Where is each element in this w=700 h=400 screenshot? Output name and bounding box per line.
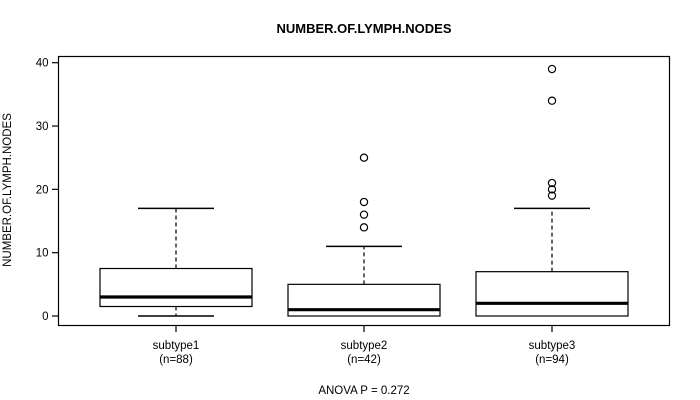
x-tick-sublabel: (n=42) [347,354,381,366]
x-tick-sublabel: (n=94) [535,354,569,366]
x-tick-sublabel: (n=88) [159,354,193,366]
x-tick-label: subtype3 [529,340,576,352]
y-tick-label: 10 [36,248,49,260]
y-axis-label: NUMBER.OF.LYMPH.NODES [2,113,14,267]
outlier-point [359,223,369,232]
iqr-box-subtype3 [475,271,629,317]
outlier-point [547,178,557,188]
outlier-point [547,64,557,74]
outlier-point [359,197,369,207]
chart-title: NUMBER.OF.LYMPH.NODES [276,21,451,36]
plot-elements: 0 10 20 30 40 subtype1 (n=88) subtype2 (n=42) sub… [36,55,671,366]
x-tick-label: subtype2 [341,340,388,352]
anova-annotation: ANOVA P = 0.272 [318,385,409,397]
y-tick-label: 20 [36,184,49,196]
iqr-box-subtype1 [99,267,253,308]
outlier-point [547,185,557,194]
y-tick-label: 40 [36,58,49,70]
outlier-point [547,191,557,200]
x-tick-label: subtype1 [153,340,200,352]
y-tick-label: 30 [36,121,49,133]
y-tick-label: 0 [42,311,48,323]
outlier-point [359,153,369,162]
outlier-point [359,210,369,219]
outlier-point [547,96,557,105]
